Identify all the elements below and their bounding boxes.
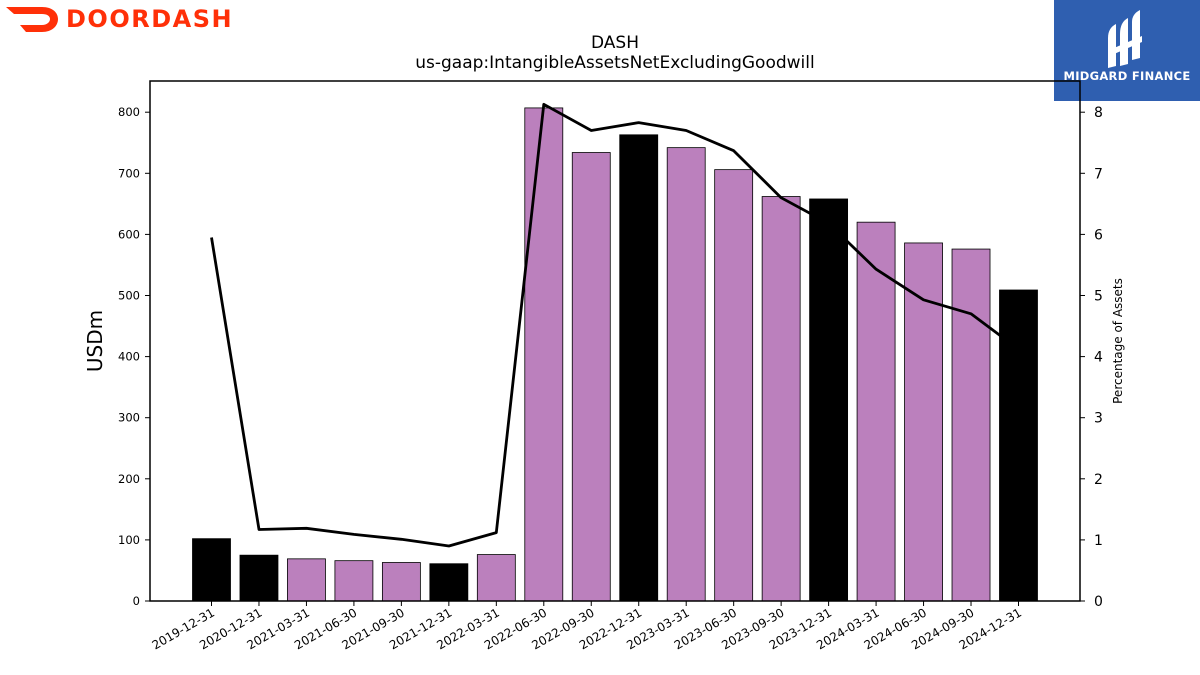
plot-frame xyxy=(149,80,1081,602)
y-tick-label: 800 xyxy=(118,105,140,119)
y-tick-label: 700 xyxy=(118,166,140,180)
y-tick-label: 0 xyxy=(133,594,140,608)
chart-title: DASH xyxy=(591,33,639,53)
bar-2022-09-30 xyxy=(571,152,611,602)
y2-tick-label: 5 xyxy=(1094,289,1103,305)
bar-2019-12-31 xyxy=(192,538,231,602)
bar-2022-03-31 xyxy=(476,554,516,602)
y2-tick-label: 4 xyxy=(1094,350,1103,366)
bar-2022-06-30 xyxy=(524,107,564,602)
bar-2021-03-31 xyxy=(287,558,326,602)
bar-2024-12-31 xyxy=(999,289,1038,602)
x-axis: 2019-12-312020-12-312021-03-312021-06-30… xyxy=(150,601,1024,652)
y-axis-label: USDm xyxy=(83,310,107,372)
bar-2024-03-31 xyxy=(856,221,896,602)
y2-tick-label: 8 xyxy=(1094,105,1103,121)
bar-2020-12-31 xyxy=(239,554,279,602)
bar-2023-06-30 xyxy=(714,169,754,602)
doordash-logo: DOORDASH xyxy=(4,2,233,36)
midgard-wordmark: MIDGARD FINANCE xyxy=(1063,69,1191,83)
y2-tick-label: 7 xyxy=(1094,166,1103,182)
bar-2023-12-31 xyxy=(809,198,849,602)
doordash-dash-icon xyxy=(6,7,58,32)
y-tick-label: 400 xyxy=(118,350,140,364)
bar-2023-09-30 xyxy=(761,196,801,602)
doordash-wordmark: DOORDASH xyxy=(66,5,234,33)
y2-axis-label: Percentage of Assets xyxy=(1111,278,1125,404)
bar-2022-12-31 xyxy=(619,134,659,602)
bar-2024-09-30 xyxy=(951,248,991,602)
bar-2021-12-31 xyxy=(429,563,469,602)
y2-tick-label: 3 xyxy=(1094,411,1103,427)
y-axis-right: 0 1 2 3 4 5 6 7 8 xyxy=(1080,105,1103,610)
bar-2021-06-30 xyxy=(334,560,374,602)
y2-tick-label: 0 xyxy=(1094,594,1103,610)
percent-line xyxy=(210,102,1020,548)
y2-tick-label: 1 xyxy=(1094,533,1103,549)
bar-2021-09-30 xyxy=(381,562,421,602)
bars xyxy=(192,107,1038,602)
y-tick-label: 600 xyxy=(118,227,140,241)
y-tick-label: 100 xyxy=(118,533,140,547)
y-tick-label: 300 xyxy=(118,411,140,425)
bar-2024-06-30 xyxy=(904,242,943,602)
y-axis-left: 0 100 200 300 400 500 600 700 800 xyxy=(118,105,150,608)
chart-subtitle: us-gaap:IntangibleAssetsNetExcludingGood… xyxy=(415,53,814,73)
y2-tick-label: 6 xyxy=(1094,227,1103,243)
y-tick-label: 200 xyxy=(118,472,140,486)
midgard-finance-logo: MIDGARD FINANCE xyxy=(1054,0,1200,101)
percent-series-line xyxy=(210,102,1020,548)
y2-tick-label: 2 xyxy=(1094,472,1103,488)
y-tick-label: 500 xyxy=(118,289,140,303)
bar-2023-03-31 xyxy=(666,147,706,602)
midgard-m-icon xyxy=(1108,10,1142,68)
